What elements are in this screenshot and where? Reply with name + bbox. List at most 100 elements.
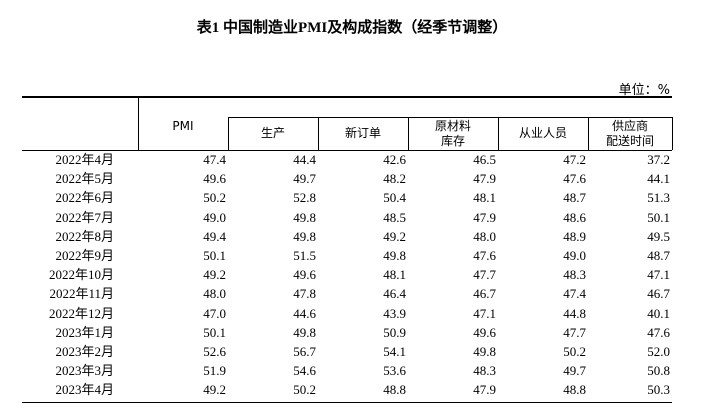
cell-value: 50.9 [383,324,406,340]
row-label: 2022年11月 [49,286,114,302]
table-top-rule [22,96,672,98]
col-rule [588,117,589,150]
cell-value: 50.1 [203,324,226,340]
cell-value: 46.7 [473,286,496,302]
cell-value: 47.9 [473,171,496,187]
cell-value: 44.1 [647,171,670,187]
cell-value: 37.2 [647,152,670,167]
cell-value: 49.4 [203,228,226,244]
col-rule [498,117,499,150]
cell-value: 47.9 [473,382,496,398]
cell-value: 48.6 [563,209,586,225]
cell-value: 47.0 [203,305,226,321]
cell-value: 46.7 [647,286,670,302]
cell-value: 48.1 [473,190,496,206]
cell-value: 49.5 [647,228,670,244]
cell-value: 52.8 [293,190,316,206]
row-label: 2022年6月 [55,190,114,206]
cell-value: 50.1 [647,209,670,225]
cell-value: 47.4 [563,286,586,302]
row-label: 2022年9月 [55,248,114,263]
cell-value: 49.2 [203,267,226,283]
cell-value: 50.2 [563,344,586,359]
cell-value: 48.9 [563,228,586,244]
col-rule [408,117,409,150]
table-bottom-rule [22,401,672,403]
cell-value: 47.4 [203,152,226,167]
column-header: PMI [172,119,194,133]
cell-value: 51.9 [203,363,226,379]
column-header: 库存 [440,134,465,148]
column-header: 从业人员 [518,126,567,140]
cell-value: 49.8 [293,228,316,244]
cell-value: 47.1 [473,305,496,321]
cell-value: 50.2 [293,382,316,398]
row-label: 2022年5月 [55,171,114,187]
cell-value: 47.7 [563,324,586,340]
title: 表1 中国制造业PMI及构成指数（经季节调整） [196,20,508,36]
cell-value: 51.3 [647,190,670,206]
cell-value: 49.6 [473,324,496,340]
cell-value: 49.2 [383,228,406,244]
cell-value: 47.2 [563,152,586,167]
cell-value: 46.4 [383,286,406,302]
col-rule [672,117,673,150]
cell-value: 47.1 [647,267,670,283]
cell-value: 44.4 [293,152,316,167]
row-label: 2023年1月 [55,324,114,340]
column-header: 生产 [260,126,285,140]
cell-value: 48.0 [203,286,226,302]
cell-value: 49.8 [293,324,316,340]
cell-value: 43.9 [383,305,406,321]
cell-value: 47.9 [473,209,496,225]
cell-value: 53.6 [383,363,406,379]
column-header: 新订单 [344,126,381,140]
row-label: 2022年10月 [48,267,114,283]
cell-value: 50.8 [647,363,670,379]
cell-value: 42.6 [383,152,406,167]
row-label: 2022年8月 [55,228,114,244]
row-label: 2022年7月 [55,209,114,225]
cell-value: 54.6 [293,363,316,379]
cell-value: 56.7 [293,344,316,359]
row-label: 2023年3月 [55,363,114,379]
cell-value: 48.7 [647,248,670,263]
cell-value: 47.6 [473,248,496,263]
header-sub-rule [228,117,672,118]
cell-value: 52.0 [647,344,670,359]
cell-value: 48.8 [383,382,406,398]
col-rule [318,117,319,150]
cell-value: 48.8 [563,382,586,398]
cell-value: 50.4 [383,190,406,206]
row-label: 2022年12月 [48,305,114,321]
cell-value: 46.5 [473,152,496,167]
cell-value: 52.6 [203,344,226,359]
column-header: 原材料 [434,119,471,133]
cell-value: 47.8 [293,286,316,302]
cell-value: 49.7 [563,363,586,379]
cell-value: 48.1 [383,267,406,283]
cell-value: 49.8 [293,209,316,225]
column-header: 配送时间 [605,134,654,148]
cell-value: 50.3 [647,382,670,398]
unit-note: 单位：% [618,83,670,98]
cell-value: 50.1 [203,248,226,263]
cell-value: 49.8 [473,344,496,359]
cell-value: 48.5 [383,209,406,225]
header-rule [22,150,672,151]
cell-value: 48.7 [563,190,586,206]
cell-value: 40.1 [647,305,670,321]
cell-value: 44.8 [563,305,586,321]
col-rule [228,117,229,150]
cell-value: 48.3 [563,267,586,283]
cell-value: 49.6 [203,171,226,187]
cell-value: 51.5 [293,248,316,263]
cell-value: 49.0 [563,248,586,263]
row-label: 2023年4月 [55,382,114,398]
column-header: 供应商 [611,119,648,133]
row-label: 2023年2月 [55,344,114,359]
cell-value: 54.1 [383,344,406,359]
cell-value: 49.6 [293,267,316,283]
cell-value: 47.6 [647,324,670,340]
cell-value: 49.7 [293,171,316,187]
